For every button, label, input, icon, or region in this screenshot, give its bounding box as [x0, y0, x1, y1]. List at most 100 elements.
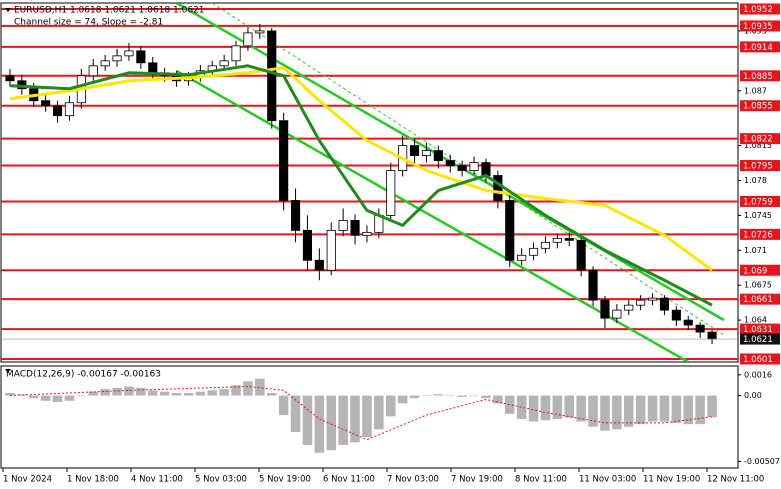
macd-bar: [612, 395, 622, 430]
level-label: 1.0822: [743, 135, 773, 145]
axes: 1.0931.0871.08151.0781.07451.0711.06751.…: [2, 3, 780, 485]
level-label: 1.0952: [743, 5, 773, 15]
macd-bar: [659, 395, 670, 422]
level-label: 1.0795: [743, 162, 773, 172]
candle-body: [481, 162, 491, 176]
candle-body: [469, 162, 479, 171]
candle-body: [290, 200, 301, 231]
macd-bar: [481, 395, 491, 399]
y-tick-label: 1.0745: [744, 211, 772, 220]
candle-body: [528, 247, 539, 256]
last-price-label: 1.0621: [743, 335, 773, 345]
price-panel: [0, 2, 739, 363]
x-tick-label: 4 Nov 11:00: [131, 475, 183, 485]
x-tick-label: 5 Nov 03:00: [195, 475, 247, 485]
macd-bar: [552, 395, 563, 419]
moving-average: [9, 64, 713, 307]
candle-body: [124, 50, 134, 57]
candle-body: [386, 170, 396, 216]
candle-body: [493, 175, 503, 201]
macd-bar: [314, 395, 325, 453]
macd-bar: [683, 395, 694, 425]
macd-bar: [219, 389, 229, 396]
y-tick-label: 0.00: [744, 391, 762, 400]
level-box: [740, 323, 780, 335]
macd-bar: [147, 390, 158, 396]
candle-body: [433, 150, 443, 161]
candle-body: [255, 30, 265, 34]
macd-bar: [278, 395, 289, 416]
level-label: 1.0885: [743, 72, 773, 82]
macd-bar: [159, 391, 170, 396]
x-tick-label: 12 Nov 11:00: [707, 475, 764, 485]
macd-bar: [671, 395, 682, 423]
candle-body: [695, 324, 705, 333]
macd-plot: [5, 378, 717, 453]
signal-line: [9, 385, 713, 441]
candle-body: [707, 331, 717, 340]
title-arrow: [5, 8, 11, 12]
x-tick-label: 1 Nov 2024: [3, 475, 52, 485]
candle-body: [112, 55, 122, 62]
level-label: 1.0601: [743, 355, 773, 365]
candle-body: [243, 32, 253, 47]
macd-title: MACD(12,26,9) -0.00167 -0.00163: [6, 370, 161, 380]
candle-body: [100, 60, 110, 67]
macd-bar: [504, 395, 515, 414]
y-tick-label: 1.064: [744, 316, 767, 325]
macd-bar: [445, 395, 456, 397]
macd-bar: [76, 395, 87, 397]
candle-body: [552, 237, 562, 243]
candle-body: [219, 60, 229, 67]
level-box: [740, 195, 780, 207]
macd-bar: [266, 392, 277, 396]
macd-bar: [385, 395, 396, 417]
candle-body: [279, 120, 289, 201]
macd-bar: [183, 392, 194, 396]
price-plot: [1, 3, 738, 362]
macd-bar: [40, 395, 51, 401]
candle-body: [5, 75, 15, 82]
macd-bar: [88, 391, 99, 396]
macd-bar: [707, 395, 717, 418]
candle-body: [88, 65, 98, 77]
candle-body: [457, 165, 467, 171]
candle-body: [148, 62, 158, 74]
x-tick-label: 6 Nov 11:00: [323, 475, 375, 485]
x-tick-label: 11 Nov 03:00: [579, 475, 636, 485]
macd-bar: [421, 395, 432, 397]
candle-body: [231, 45, 241, 62]
candle-body: [540, 241, 551, 249]
macd-bar: [207, 390, 218, 396]
level-box: [740, 353, 780, 365]
level-box: [740, 3, 780, 15]
candle-body: [564, 237, 574, 241]
candle-body: [588, 269, 598, 301]
macd-bar: [457, 395, 467, 397]
x-tick-label: 8 Nov 11:00: [515, 475, 567, 485]
x-tick-label: 7 Nov 19:00: [451, 475, 503, 485]
macd-bar: [17, 394, 27, 396]
candle-body: [636, 299, 646, 306]
level-box: [740, 100, 780, 112]
level-box: [740, 41, 780, 53]
macd-bar: [588, 395, 598, 427]
chart-title: EURUSD,H1 1.0618 1.0621 1.0618 1.0621: [14, 6, 205, 16]
macd-bar: [302, 395, 313, 445]
level-label: 1.0726: [743, 230, 773, 240]
macd-bar: [231, 385, 241, 396]
macd-bar: [100, 389, 110, 396]
y-tick-label: 1.0675: [744, 281, 772, 290]
macd-bar: [469, 395, 479, 397]
level-label: 1.069: [743, 266, 767, 276]
candle-body: [505, 200, 515, 261]
level-box: [740, 133, 780, 145]
macd-bar: [623, 395, 634, 427]
candle-body: [64, 102, 75, 117]
macd-bar: [374, 395, 384, 430]
macd-bar: [255, 378, 265, 396]
candle-body: [267, 30, 277, 122]
macd-bar: [576, 395, 586, 422]
macd-bar: [647, 395, 658, 422]
macd-panel: [0, 365, 739, 469]
